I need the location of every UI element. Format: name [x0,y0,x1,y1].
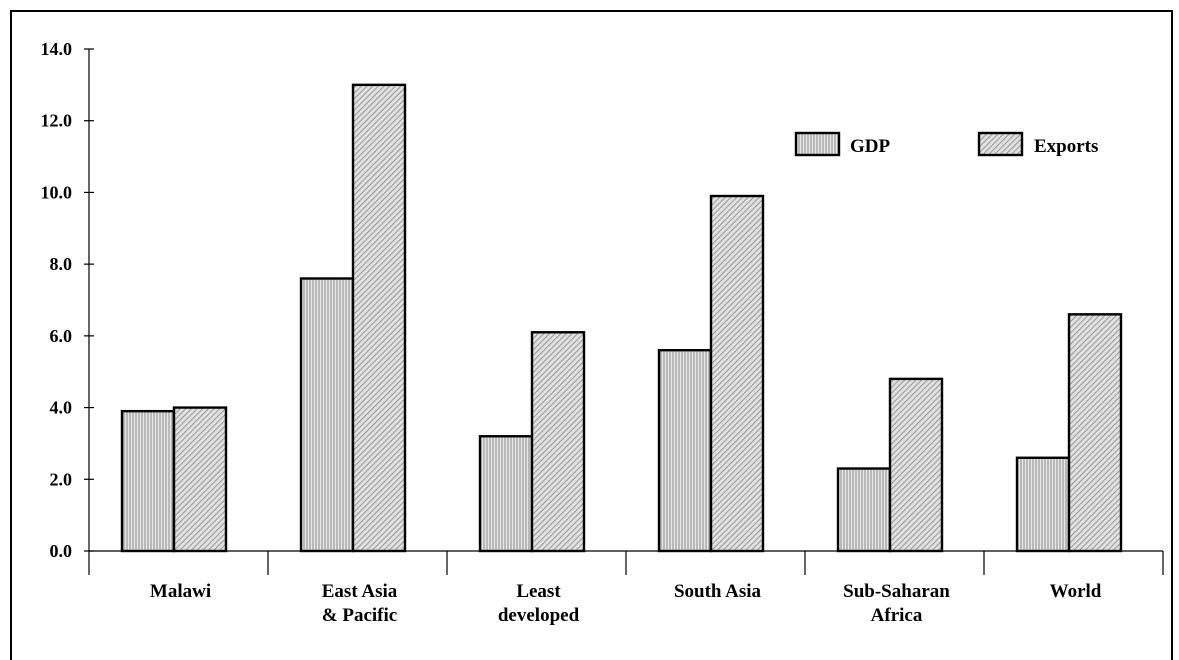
y-tick-label: 4.0 [50,398,73,418]
bar-gdp [657,349,713,553]
x-category-label: Sub-Saharan [843,581,950,602]
legend: GDP Exports [794,131,1098,157]
bar-gdp [478,435,534,553]
bar-gdp [1015,456,1071,553]
x-category-label: developed [498,605,580,626]
x-axis: Malawi East Asia & Pacific Least developed So… [88,550,1164,626]
legend-swatch-exports [977,131,1024,157]
x-category-label: Africa [871,605,923,626]
bars [120,83,1123,553]
legend-label-gdp: GDP [850,136,891,157]
y-tick-label: 10.0 [41,182,73,202]
x-category-label: & Pacific [322,605,397,626]
bar-exports [1067,313,1123,553]
y-tick-label: 2.0 [50,469,73,489]
y-tick-label: 6.0 [50,326,73,346]
chart-frame [10,10,1173,660]
y-tick-label: 14.0 [41,39,73,59]
x-category-label: World [1050,581,1102,602]
bar-exports [530,331,586,553]
x-category-label: Least [516,581,561,602]
bar-gdp [836,467,892,553]
legend-label-exports: Exports [1034,136,1098,157]
y-tick-label: 12.0 [41,111,73,131]
x-category-label: East Asia [322,581,398,602]
y-tick-label: 0.0 [50,541,73,561]
y-axis: 0.0 2.0 4.0 6.0 8.0 10.0 12.0 14.0 [41,39,94,561]
bar-exports [709,194,765,553]
y-tick-label: 8.0 [50,254,73,274]
x-category-label: South Asia [674,581,762,602]
legend-swatch-gdp [794,131,841,157]
bar-exports [172,406,228,553]
bar-exports [351,83,407,553]
bar-gdp [120,409,176,553]
bar-gdp [299,277,355,553]
bar-exports [888,377,944,553]
x-category-label: Malawi [150,581,211,602]
